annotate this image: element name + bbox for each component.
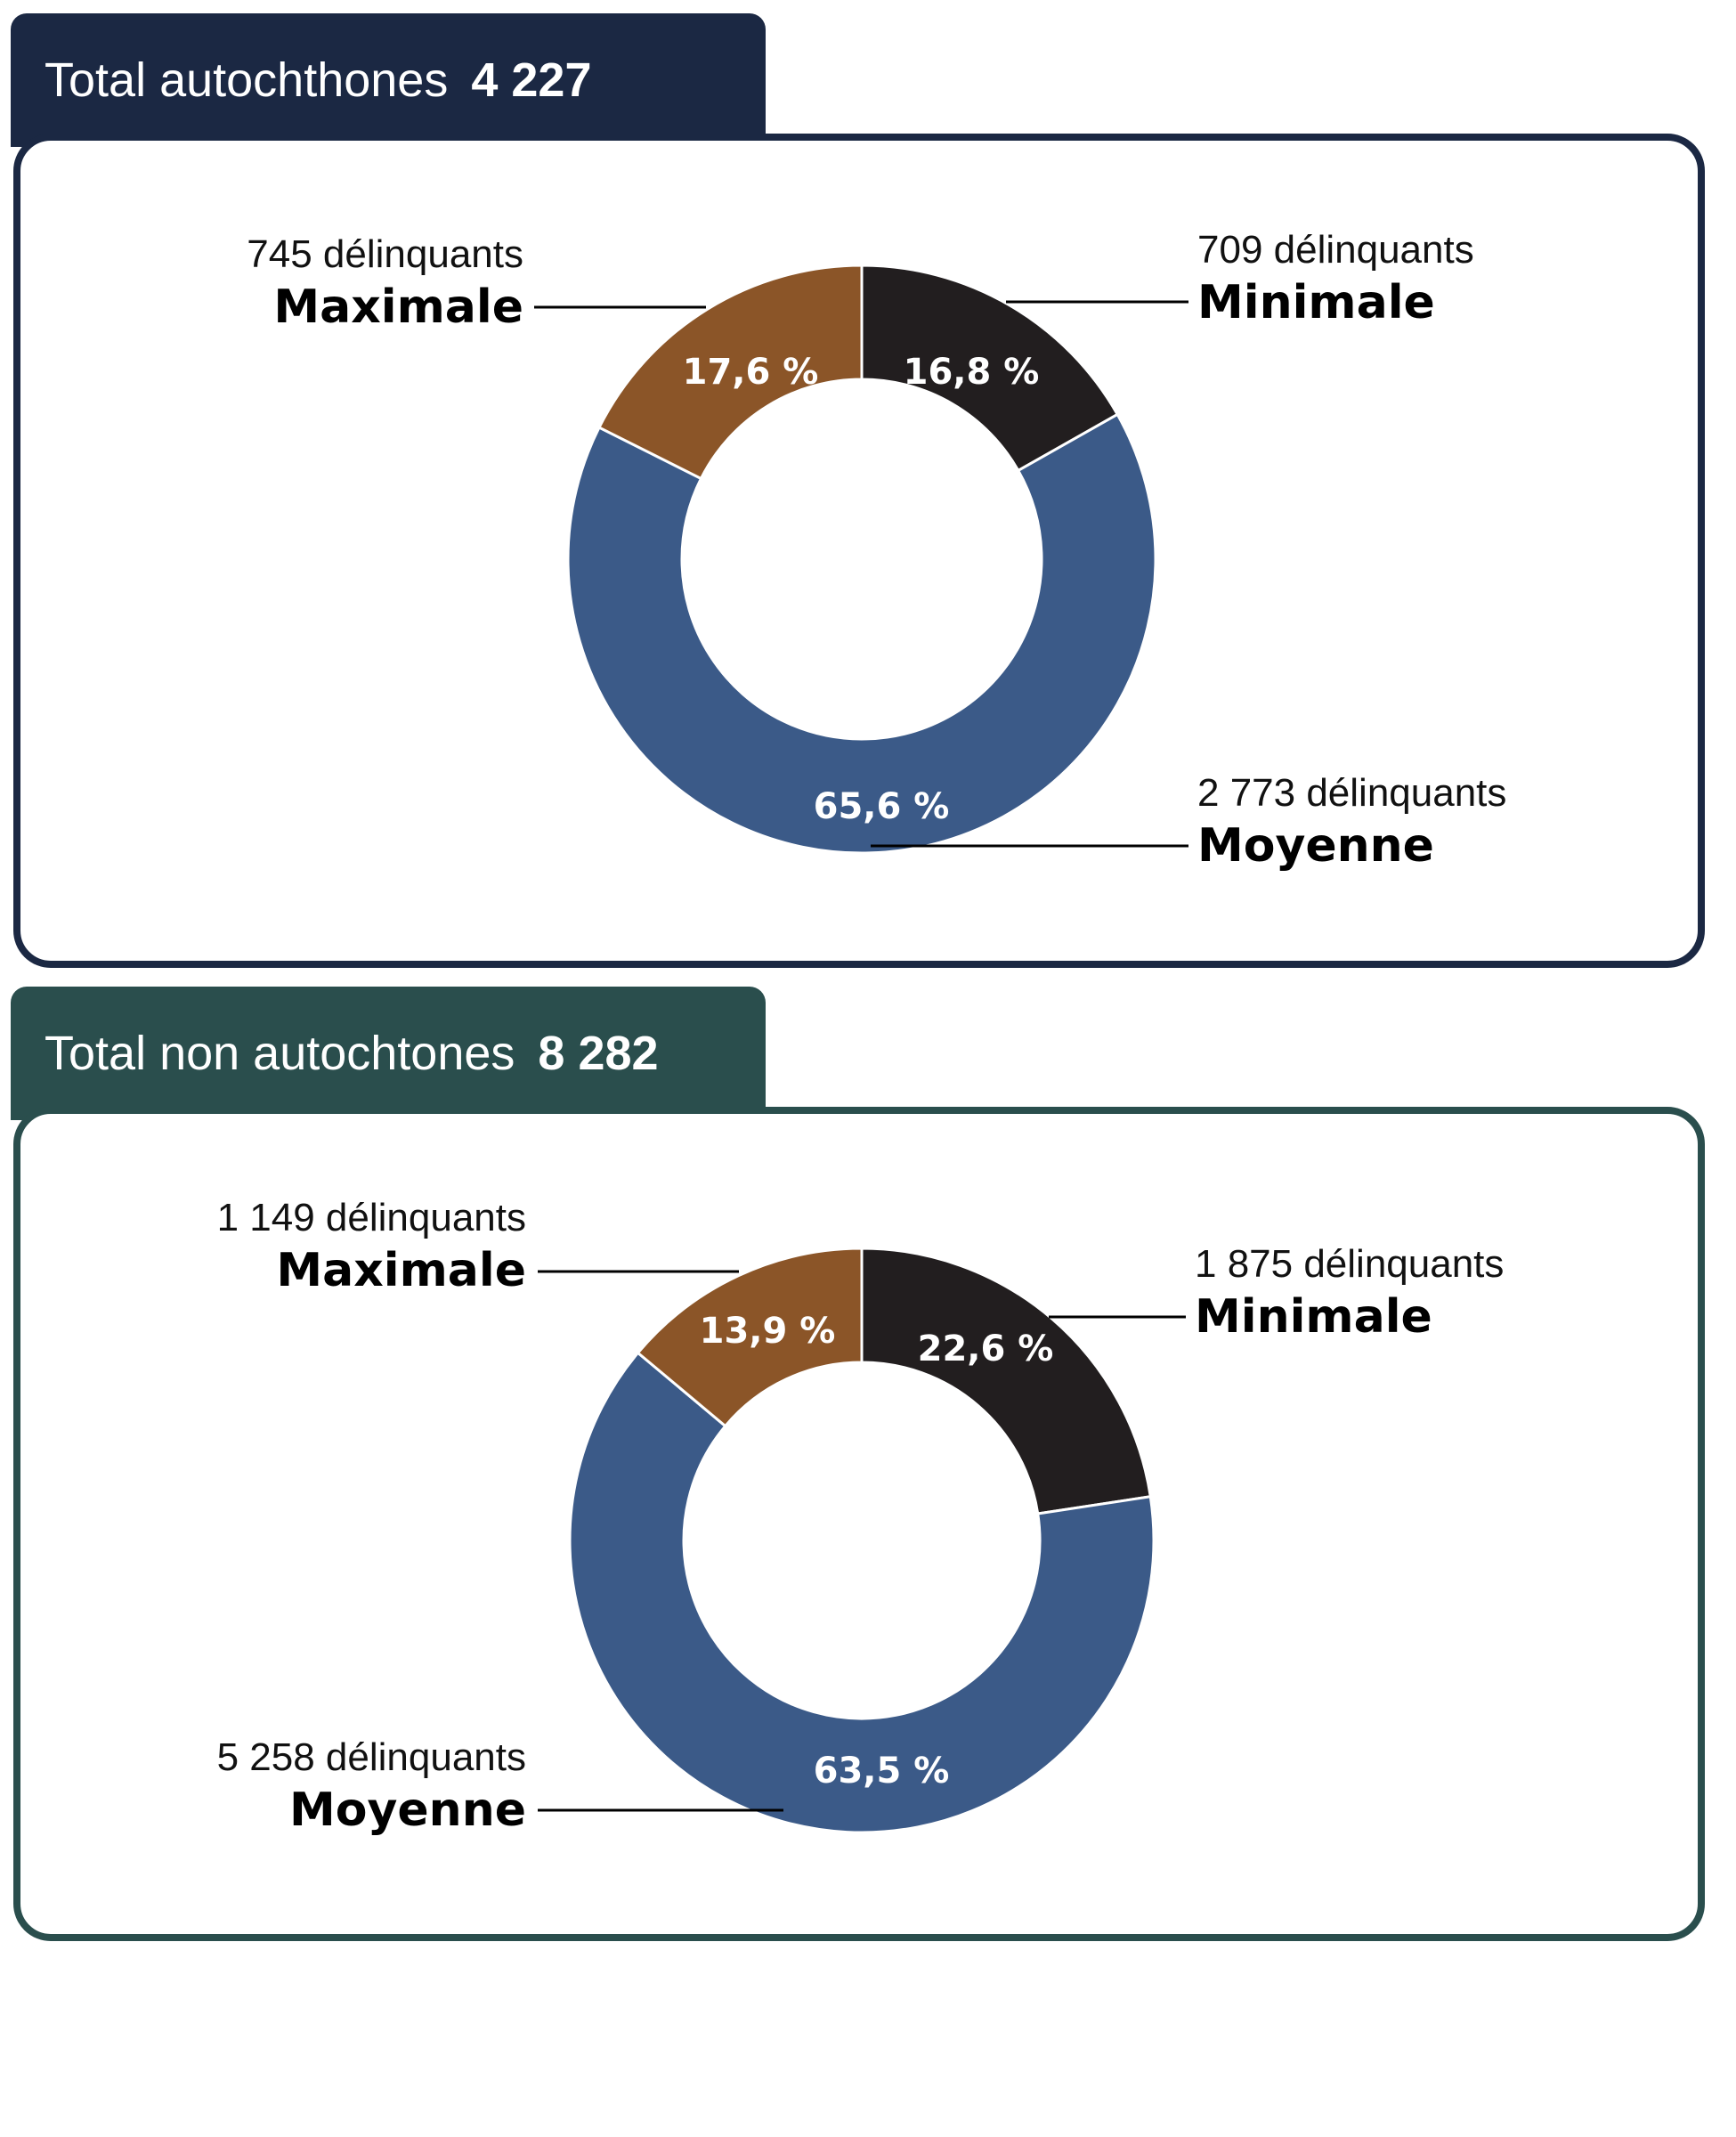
donut-slice-maximale [597,264,864,481]
donut-slice-minimale [860,264,1120,473]
slice-count-label: 1 149 délinquants [217,1196,526,1239]
slice-count-label: 2 773 délinquants [1197,771,1506,815]
slice-percent-label: 22,6 % [918,1329,1054,1369]
panel-autochthones: Total autochthones 4 227 16,8 % 709 délinq… [0,13,1736,971]
slice-percent-label: 17,6 % [683,352,819,393]
panel-total: 4 227 [471,53,592,107]
donut-slice-moyenne [566,412,1157,855]
donut-slice-minimale [860,1247,1152,1515]
slice-count-label: 1 875 délinquants [1195,1242,1504,1286]
panel-header-tab: Total non autochtones 8 282 [11,987,766,1120]
slice-percent-label: 16,8 % [904,352,1040,393]
panel-title-label: Total non autochtones [45,1027,515,1080]
slice-category-label: Maximale [273,280,523,334]
donut-slice-moyenne [568,1351,1156,1834]
panel-non-autochtones: Total non autochtones 8 282 22,6 % 1 875 d… [0,987,1736,1944]
panel-title: Total autochthones 4 227 [45,56,591,104]
slice-percent-label: 13,9 % [700,1311,836,1352]
slice-count-label: 745 délinquants [247,232,523,276]
panel-header-tab: Total autochthones 4 227 [11,13,766,147]
slice-category-label: Maximale [276,1244,526,1297]
slice-count-label: 5 258 délinquants [217,1735,526,1779]
slice-category-label: Moyenne [289,1784,526,1837]
slice-percent-label: 65,6 % [814,786,950,827]
slice-category-label: Moyenne [1197,819,1434,873]
slice-category-label: Minimale [1197,276,1435,329]
panel-total: 8 282 [538,1027,659,1080]
panel-title-label: Total autochthones [45,53,449,107]
slice-count-label: 709 délinquants [1197,228,1474,272]
donut-slice-maximale [636,1247,864,1428]
slice-category-label: Minimale [1195,1290,1432,1344]
slice-percent-label: 63,5 % [814,1751,950,1792]
panel-title: Total non autochtones 8 282 [45,1029,659,1077]
